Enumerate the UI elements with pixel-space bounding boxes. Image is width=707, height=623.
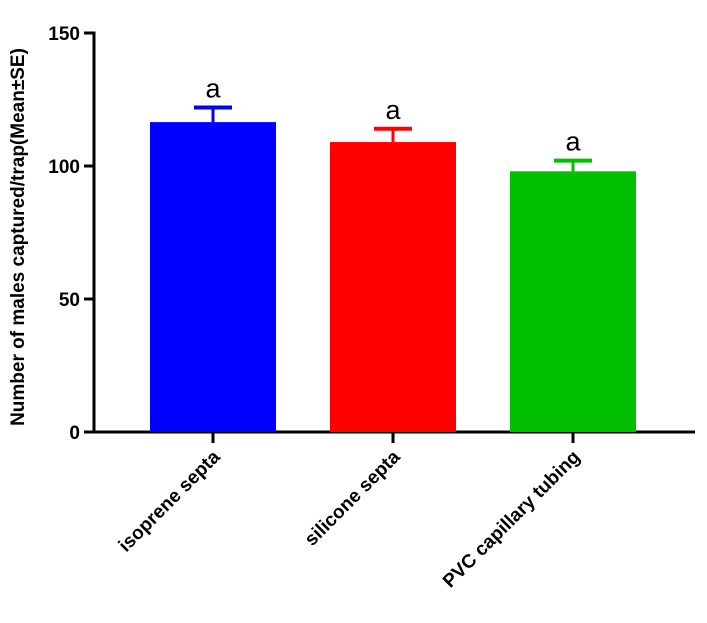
bar (150, 122, 276, 433)
y-tick-label: 0 (69, 423, 80, 444)
bar (510, 171, 636, 432)
x-tick-label: PVC capillary tubing (439, 447, 584, 592)
y-tick-label: 50 (59, 290, 80, 311)
x-tick-label: isoprene septa (115, 446, 225, 556)
x-tick-label: silicone septa (301, 446, 405, 550)
y-axis-label: Number of males captured/trap(Mean±SE) (8, 48, 29, 426)
significance-letter: a (385, 95, 401, 125)
bars: a a a (150, 73, 636, 433)
significance-letter: a (565, 127, 581, 157)
y-tick-label: 100 (48, 157, 80, 178)
significance-letter: a (205, 73, 221, 103)
bar (330, 142, 456, 432)
x-ticks: isoprene septa silicone septa PVC capillar… (115, 432, 585, 592)
y-ticks: 0 50 100 150 (48, 24, 94, 444)
y-axis-label-group: Number of males captured/trap(Mean±SE) (8, 48, 29, 426)
y-tick-label: 150 (48, 24, 80, 45)
